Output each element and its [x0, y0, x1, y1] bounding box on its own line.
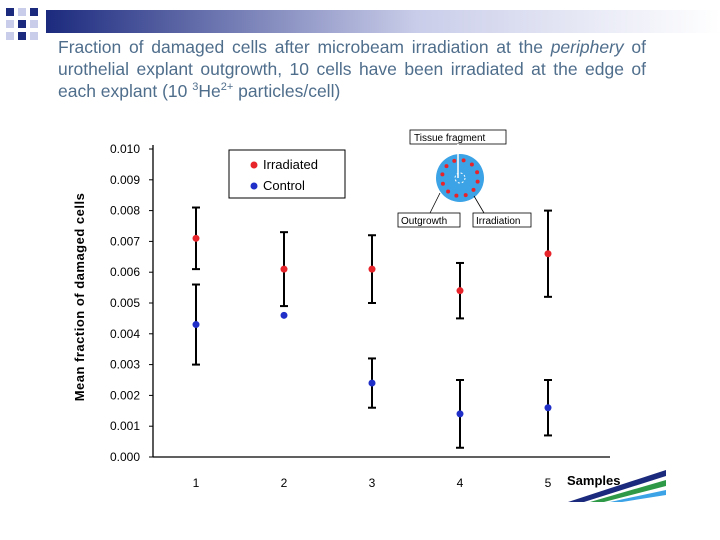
irradiated-data-point	[368, 265, 376, 273]
slide-title-superscript: 3	[192, 81, 199, 93]
x-tick-label: 3	[369, 476, 376, 490]
inset-irradiation-point	[475, 170, 480, 175]
control-data-point	[456, 410, 464, 418]
inset-irradiation-point	[471, 187, 476, 192]
deco-square	[18, 20, 26, 28]
swoosh-stripe	[568, 470, 666, 502]
inset-irradiation-point	[440, 181, 445, 186]
deco-square	[30, 20, 38, 28]
y-tick-label: 0.000	[110, 450, 140, 464]
y-tick-label: 0.009	[110, 173, 140, 187]
inset-label-box-outgrowth	[397, 212, 461, 228]
control-data-point	[192, 321, 200, 329]
corner-swoosh-logo	[568, 470, 666, 502]
swoosh-stripe	[610, 490, 666, 502]
irradiated-data-point	[456, 287, 464, 295]
chart-x-ticks: 1 2 3 4 5	[193, 476, 552, 490]
inset-label-outgrowth: Outgrowth	[401, 216, 447, 227]
inset-irradiation-point	[452, 158, 457, 163]
y-tick-label: 0.006	[110, 265, 140, 279]
inset-label-tissue-fragment: Tissue fragment	[414, 133, 486, 144]
chart-legend: Irradiated Control	[228, 149, 346, 199]
x-tick-label: 1	[193, 476, 200, 490]
x-tick-label: 2	[281, 476, 288, 490]
y-tick-label: 0.004	[110, 327, 140, 341]
inset-irradiation-point	[461, 158, 466, 163]
x-tick-label: 5	[545, 476, 552, 490]
chart-y-ticks: 0.000 0.001 0.002 0.003 0.004 0.005 0.006 0.007…	[110, 142, 153, 464]
y-tick-label: 0.007	[110, 234, 140, 248]
inset-irradiation-points	[440, 158, 480, 198]
inset-label-box-irradiation	[472, 212, 532, 228]
control-data-point	[280, 311, 288, 319]
y-tick-label: 0.005	[110, 296, 140, 310]
deco-square	[6, 32, 14, 40]
legend-marker-control	[250, 182, 258, 190]
inset-irradiation-point	[463, 193, 468, 198]
inset-label-irradiation: Irradiation	[476, 216, 520, 227]
control-data-point	[368, 379, 376, 387]
irradiated-data-point	[192, 234, 200, 242]
chart-axes	[152, 145, 610, 458]
inset-tissue-fragment-disc	[436, 154, 484, 202]
legend-box	[228, 149, 346, 199]
slide-title-part: particles/cell)	[233, 81, 341, 101]
slide-title-part: He	[198, 81, 221, 101]
legend-label-irradiated: Irradiated	[263, 157, 318, 172]
irradiated-data-point	[544, 250, 552, 258]
slide-title: Fraction of damaged cells after microbea…	[58, 36, 646, 102]
slide-title-emphasis: periphery	[550, 37, 624, 57]
y-tick-label: 0.010	[110, 142, 140, 156]
swoosh-stripe	[590, 480, 666, 502]
inset-irradiation-point	[475, 179, 480, 184]
deco-square	[30, 8, 38, 16]
legend-marker-irradiated	[250, 161, 258, 169]
inset-center-marker	[454, 172, 466, 184]
deco-square	[6, 20, 14, 28]
legend-label-control: Control	[263, 178, 305, 193]
y-tick-label: 0.008	[110, 204, 140, 218]
deco-square	[18, 8, 26, 16]
irradiated-data-point	[280, 265, 288, 273]
inset-irradiation-point	[454, 193, 459, 198]
slide-title-part: of urothelial explant outgrowth, 10 cell…	[58, 37, 646, 101]
slide-title-superscript: 2+	[220, 81, 234, 93]
y-tick-label: 0.001	[110, 419, 140, 433]
x-axis-title: Samples	[567, 473, 620, 488]
inset-pointer-outgrowth	[429, 192, 441, 214]
y-tick-label: 0.003	[110, 358, 140, 372]
deco-square	[6, 8, 14, 16]
inset-irradiation-point	[440, 172, 445, 177]
inset-irradiation-point	[469, 162, 474, 167]
y-tick-label: 0.002	[110, 388, 140, 402]
chart-error-bars	[192, 206, 552, 449]
deco-square	[30, 32, 38, 40]
inset-pointer-irradiation	[473, 195, 485, 214]
inset-diagram: Tissue fragment Outgrowth Irradiation	[397, 129, 532, 228]
slide-title-part: Fraction of damaged cells after microbea…	[58, 37, 551, 57]
y-axis-title: Mean fraction of damaged cells	[72, 193, 87, 402]
header-gradient-band	[46, 10, 720, 33]
deco-square	[18, 32, 26, 40]
inset-irradiation-point	[444, 164, 449, 169]
control-data-point	[544, 404, 552, 412]
chart-points	[192, 234, 552, 418]
x-tick-label: 4	[457, 476, 464, 490]
inset-irradiation-point	[446, 189, 451, 194]
